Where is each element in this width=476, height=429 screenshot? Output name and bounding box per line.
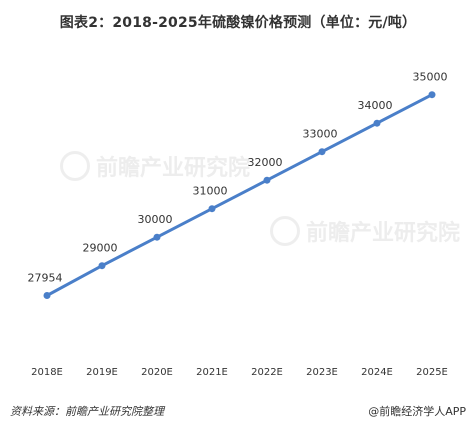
brand-credit: @前瞻经济学人APP <box>368 405 466 418</box>
x-tick-label: 2021E <box>196 367 228 378</box>
data-label: 32000 <box>248 156 283 169</box>
series-line <box>45 93 434 297</box>
source-note: 资料来源：前瞻产业研究院整理 <box>10 405 164 418</box>
x-tick-label: 2024E <box>361 367 393 378</box>
chart-title: 图表2：2018-2025年硫酸镍价格预测（单位：元/吨） <box>59 15 417 31</box>
data-point <box>373 119 381 127</box>
data-label: 29000 <box>83 242 118 255</box>
x-tick-label: 2023E <box>306 367 338 378</box>
data-point <box>98 262 106 270</box>
data-point <box>153 233 161 241</box>
data-label: 27954 <box>28 272 63 285</box>
data-label: 30000 <box>138 213 173 226</box>
x-tick-label: 2025E <box>416 367 448 378</box>
x-tick-label: 2018E <box>31 367 63 378</box>
data-label: 35000 <box>413 71 448 84</box>
data-point <box>208 205 216 213</box>
data-point <box>428 91 436 99</box>
data-point <box>43 292 51 299</box>
x-tick-label: 2022E <box>251 367 283 378</box>
data-label: 34000 <box>358 99 393 112</box>
data-label: 31000 <box>193 185 228 198</box>
x-tick-label: 2020E <box>141 367 173 378</box>
data-point <box>318 148 326 156</box>
x-tick-label: 2019E <box>86 367 118 378</box>
data-label: 33000 <box>303 128 338 141</box>
data-point <box>263 176 271 184</box>
